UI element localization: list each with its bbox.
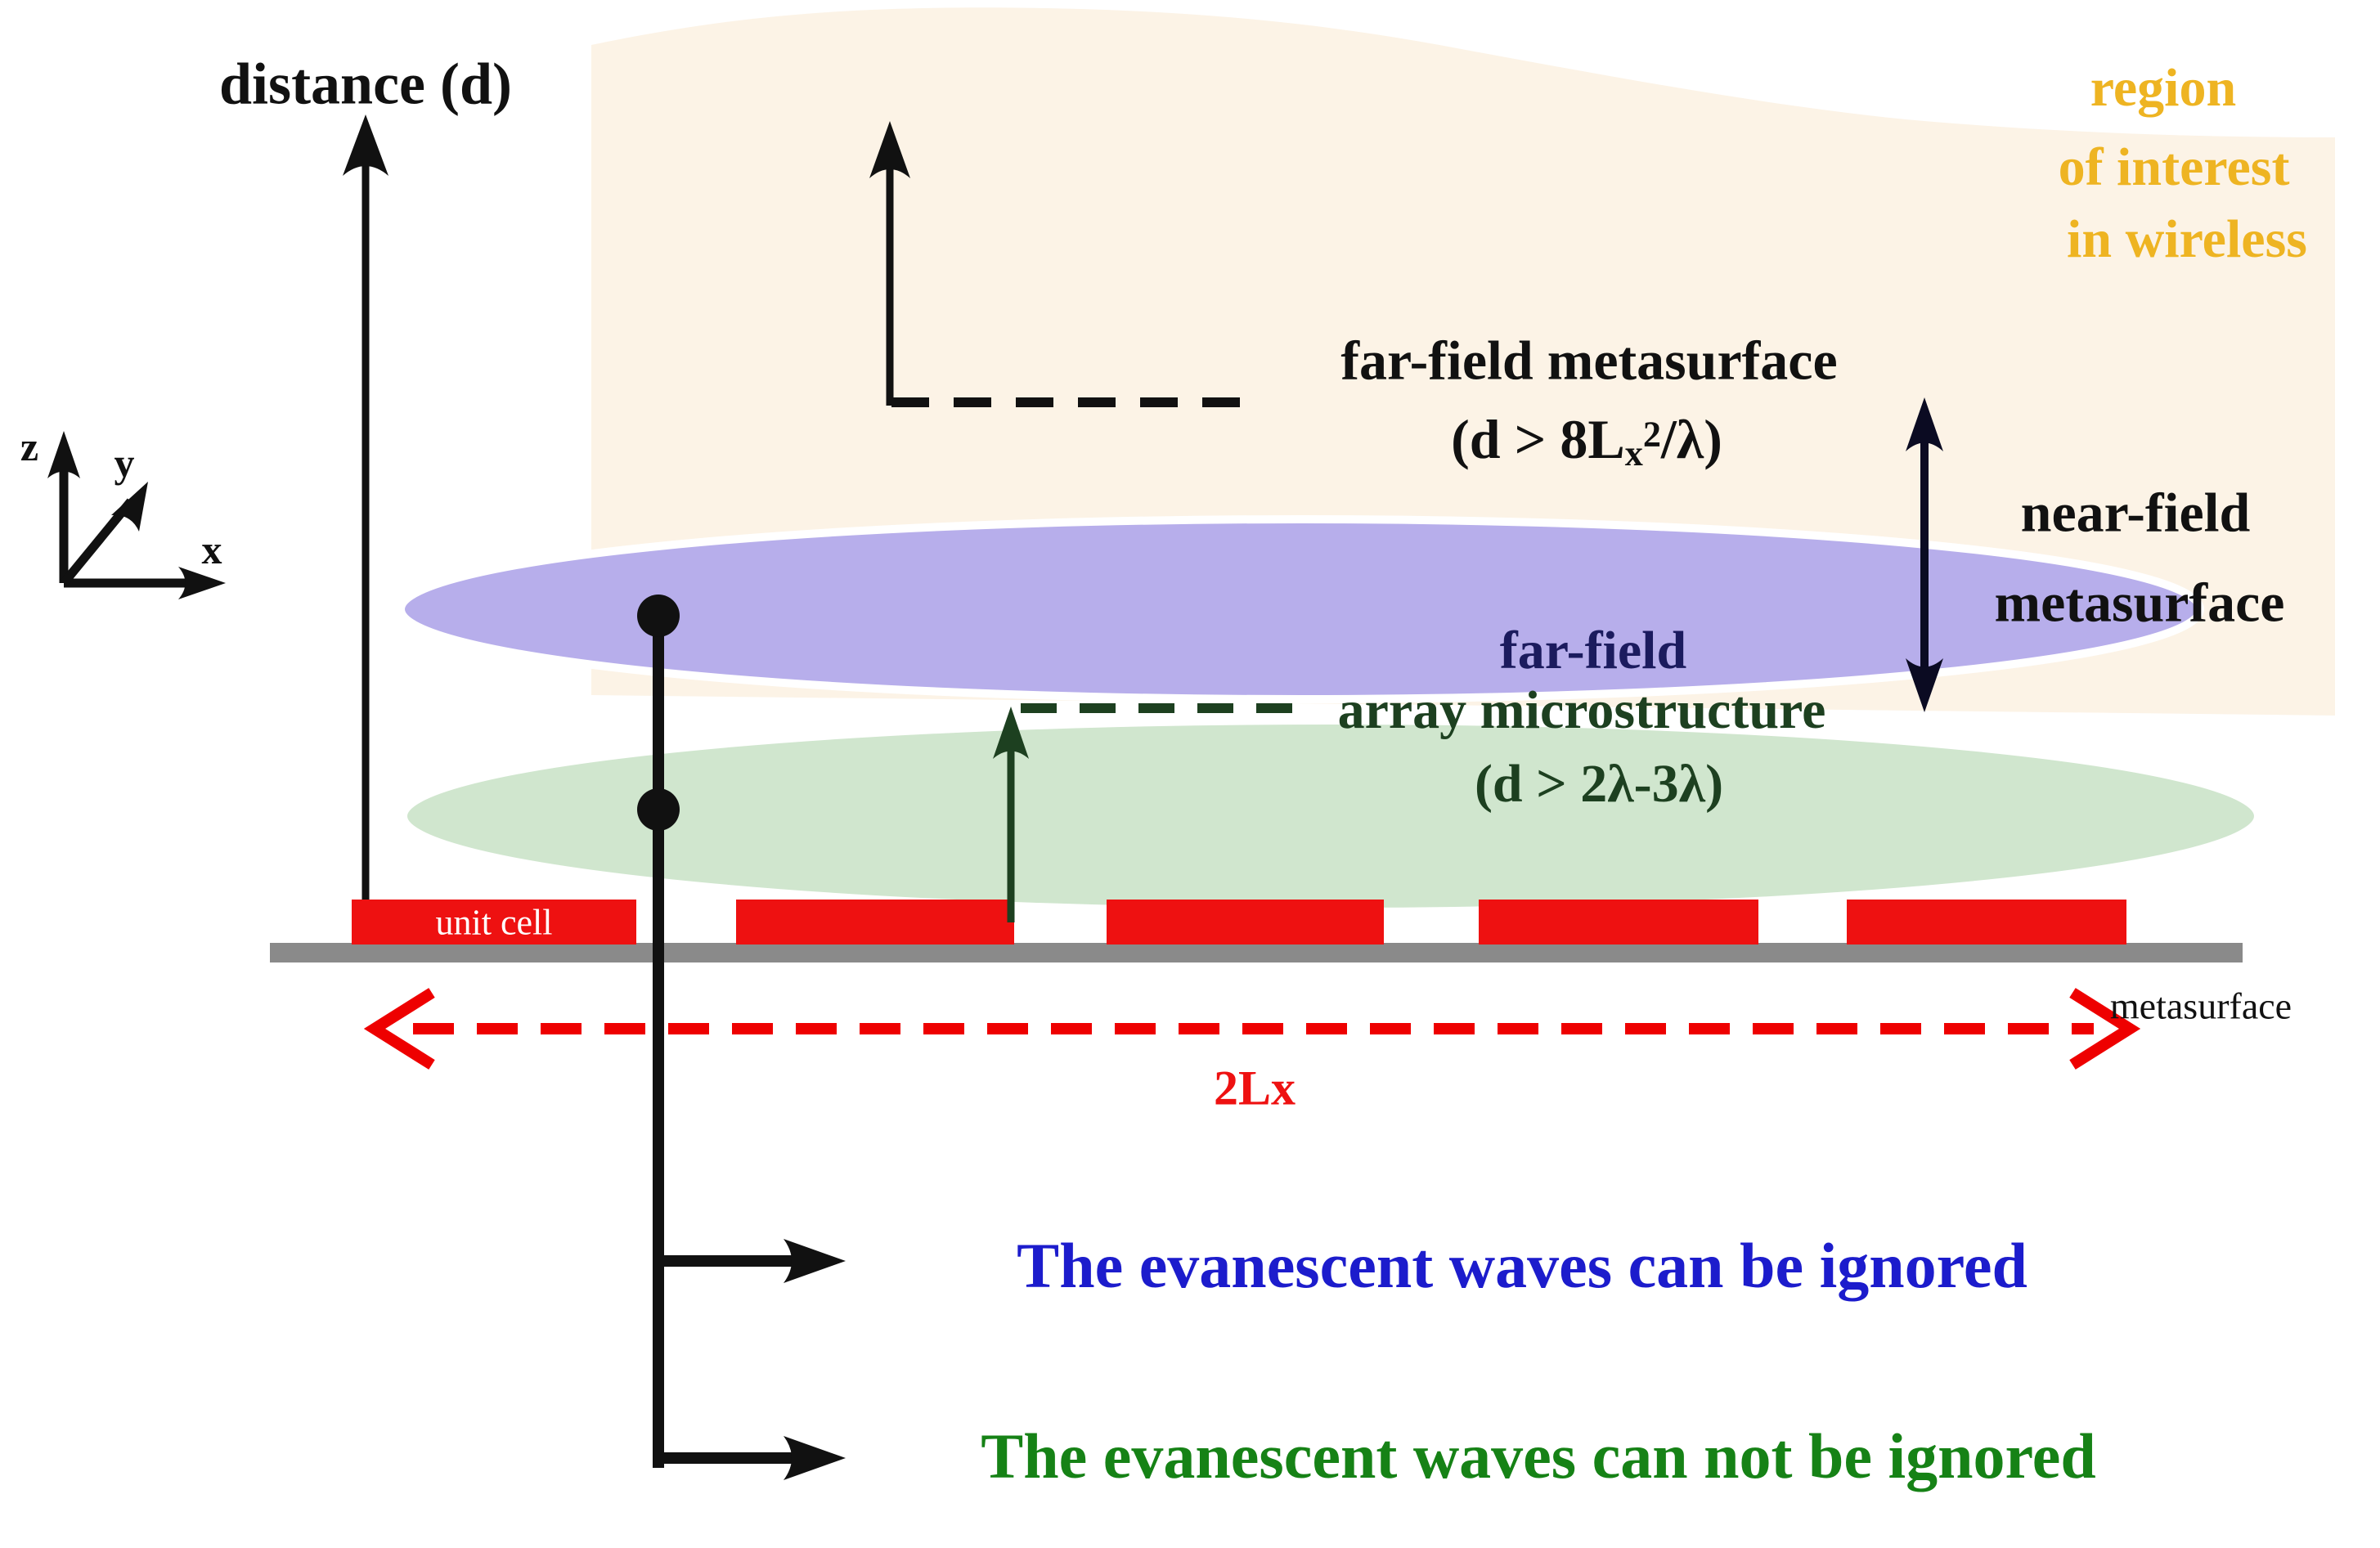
coordinate-axes bbox=[47, 431, 226, 599]
near-field-metasurface-line1: near-field bbox=[2020, 481, 2251, 544]
array-microstructure-ellipse bbox=[399, 716, 2262, 916]
evanescent-connector bbox=[637, 595, 846, 1480]
formula-pre: (d > 8L bbox=[1451, 407, 1625, 470]
far-field-dot bbox=[637, 595, 680, 637]
array-microstructure-label: array microstructure bbox=[1337, 680, 1826, 740]
array-microstructure-formula: (d > 2λ-3λ) bbox=[1474, 754, 1724, 814]
near-field-dot bbox=[637, 788, 680, 831]
far-field-metasurface-boundary bbox=[869, 121, 1264, 407]
y-axis-label: y bbox=[114, 440, 135, 486]
formula-sup: 2 bbox=[1642, 414, 1661, 455]
far-field-metasurface-formula: (d > 8Lx2/λ) bbox=[1451, 407, 1722, 474]
unit-cell-block bbox=[1847, 900, 2126, 945]
formula-post: /λ) bbox=[1660, 407, 1722, 470]
far-field-ellipse-label: far-field bbox=[1499, 621, 1687, 680]
unit-cell-label: unit cell bbox=[435, 902, 553, 943]
near-field-double-arrow bbox=[1906, 397, 1943, 712]
evanescent-not-ignored-statement: The evanescent waves can not be ignored bbox=[981, 1420, 2096, 1492]
wireless-region-label-line1: region bbox=[2090, 58, 2237, 118]
array-microstructure-boundary bbox=[993, 703, 1299, 922]
unit-cell-block bbox=[1107, 900, 1384, 945]
unit-cell-block bbox=[352, 900, 636, 945]
span-2lx-arrow bbox=[363, 988, 2141, 1070]
wireless-region-label-line3: in wireless bbox=[2067, 209, 2307, 269]
far-field-metasurface-title: far-field metasurface bbox=[1340, 329, 1838, 392]
z-axis-label: z bbox=[20, 424, 39, 469]
distance-axis-label: distance (d) bbox=[219, 51, 512, 117]
span-2lx-label: 2Lx bbox=[1213, 1061, 1296, 1115]
x-axis-label: x bbox=[201, 527, 222, 572]
formula-sub: x bbox=[1624, 433, 1643, 474]
unit-cell-block bbox=[1479, 900, 1758, 945]
near-field-metasurface-line2: metasurface bbox=[1994, 571, 2285, 634]
evanescent-ignored-statement: The evanescent waves can be ignored bbox=[1017, 1230, 2027, 1301]
substrate-bar bbox=[270, 943, 2243, 962]
far-field-ellipse bbox=[397, 515, 2204, 703]
unit-cell-block bbox=[736, 900, 1014, 945]
distance-axis bbox=[343, 114, 388, 900]
wireless-region-label-line2: of interest bbox=[2058, 137, 2290, 197]
metasurface-label: metasurface bbox=[2109, 985, 2292, 1027]
unit-cell-blocks bbox=[352, 900, 2126, 945]
